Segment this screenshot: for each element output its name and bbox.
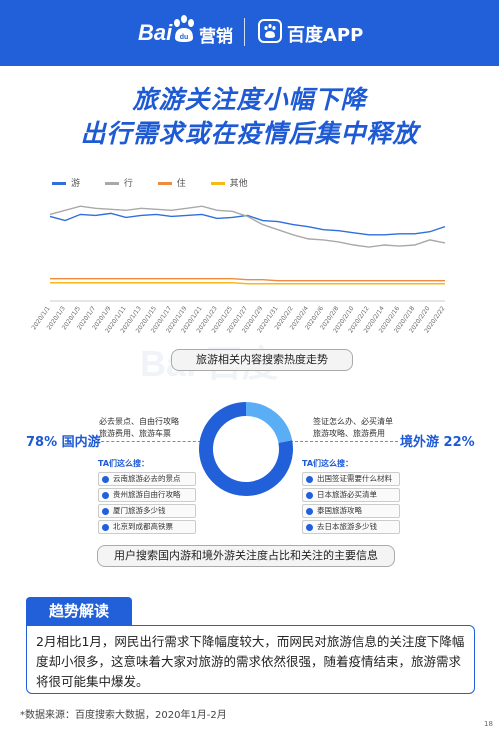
- abroad-query-item: 去日本旅游多少钱: [302, 520, 400, 534]
- legend-item-zhu: 住: [157, 176, 186, 189]
- legend-label: 行: [123, 179, 133, 189]
- domestic-query-item: 云南旅游必去的景点: [98, 472, 196, 486]
- domestic-keywords-line1: 必去景点、自由行攻略: [99, 417, 179, 426]
- donut-slice-0: [199, 402, 293, 496]
- page-number: 18: [484, 720, 493, 728]
- donut-slice-1: [245, 402, 293, 444]
- search-user-icon: [102, 492, 109, 499]
- legend-item-xing: 行: [104, 176, 133, 189]
- travel-search-trend-chart: 2020/1/12020/1/32020/1/52020/1/72020/1/9…: [30, 205, 447, 334]
- series-line-0: [49, 212, 446, 236]
- domestic-abroad-donut-chart: [199, 402, 293, 496]
- search-user-icon: [102, 508, 109, 515]
- legend-item-qita: 其他: [210, 176, 248, 189]
- abroad-query-item: 泰国旅游攻略: [302, 504, 400, 518]
- search-user-icon: [102, 476, 109, 483]
- abroad-query-item: 日本旅游必买清单: [302, 488, 400, 502]
- section-caption: 用户搜索国内游和境外游关注度占比和关注的主要信息: [97, 545, 395, 567]
- legend-label: 游: [71, 179, 81, 189]
- domestic-percent-label: 78% 国内游: [26, 435, 101, 450]
- abroad-keywords: 签证怎么办、必买清单 旅游攻略、旅游费用: [313, 416, 393, 440]
- domestic-query-item: 厦门旅游多少钱: [98, 504, 196, 518]
- chart-caption: 旅游相关内容搜索热度走势: [171, 349, 353, 371]
- page-title-line1: 旅游关注度小幅下降: [132, 85, 367, 114]
- trend-title: 趋势解读: [26, 597, 132, 625]
- domestic-keywords: 必去景点、自由行攻略 旅游费用、旅游车票: [99, 416, 179, 440]
- svg-text:du: du: [180, 34, 189, 41]
- baidu-app-icon: [258, 19, 282, 43]
- domestic-keywords-line2: 旅游费用、旅游车票: [99, 429, 171, 438]
- search-user-icon: [306, 492, 313, 499]
- abroad-leader-line: [290, 441, 398, 442]
- baidu-logo-text: Bai: [138, 20, 173, 45]
- domestic-query-item: 北京到成都高铁票: [98, 520, 196, 534]
- series-line-1: [49, 205, 446, 248]
- series-line-3: [50, 282, 445, 285]
- legend-item-you: 游: [52, 176, 80, 189]
- header-divider: [244, 18, 245, 46]
- abroad-query-item: 出国签证需要什么材料: [302, 472, 400, 486]
- abroad-keywords-line1: 签证怎么办、必买清单: [313, 417, 393, 426]
- baidu-app-label: 百度APP: [287, 25, 364, 46]
- legend-label: 住: [176, 179, 186, 189]
- brand-marketing-label: 营销: [199, 27, 233, 47]
- page-title-line2: 出行需求或在疫情后集中释放: [80, 119, 419, 148]
- domestic-ta-title: TA们这么搜：: [98, 459, 150, 468]
- baidu-paw-icon: du: [174, 15, 194, 42]
- abroad-keywords-line2: 旅游攻略、旅游费用: [313, 429, 385, 438]
- abroad-ta-title: TA们这么搜：: [302, 459, 354, 468]
- abroad-search-box: TA们这么搜： 出国签证需要什么材料 日本旅游必买清单 泰国旅游攻略 去日本旅游…: [302, 458, 400, 536]
- domestic-leader-line: [96, 441, 206, 442]
- search-user-icon: [306, 508, 313, 515]
- trend-text: 2月相比1月，网民出行需求下降幅度较大，而网民对旅游信息的关注度下降幅度却小很多…: [26, 625, 475, 694]
- chart-legend: 游 行 住 其他: [52, 176, 270, 189]
- series-line-2: [50, 277, 445, 282]
- legend-label: 其他: [229, 179, 248, 189]
- domestic-query-item: 贵州旅游自由行攻略: [98, 488, 196, 502]
- abroad-percent-label: 境外游 22%: [400, 435, 475, 450]
- search-user-icon: [306, 524, 313, 531]
- header-bar: Bai du 营销 百度APP: [0, 0, 499, 66]
- search-user-icon: [306, 476, 313, 483]
- domestic-search-box: TA们这么搜： 云南旅游必去的景点 贵州旅游自由行攻略 厦门旅游多少钱 北京到成…: [98, 458, 196, 536]
- data-source-note: *数据来源：百度搜索大数据，2020年1月-2月: [20, 710, 227, 721]
- search-user-icon: [102, 524, 109, 531]
